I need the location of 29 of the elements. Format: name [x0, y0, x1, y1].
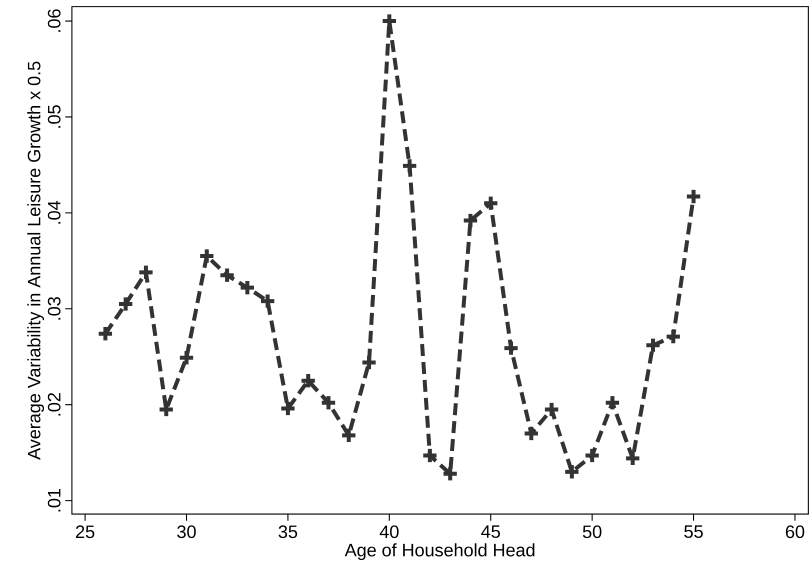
x-tick-label: 45 [481, 526, 500, 538]
y-axis-title: Average Variability in Annual Leisure Growth x 0.5 [27, 62, 44, 460]
point [502, 340, 520, 357]
point [664, 328, 682, 346]
y-tick-label: .05 [48, 105, 61, 128]
point [421, 447, 439, 464]
x-tick-label: 40 [380, 526, 399, 538]
point [684, 188, 702, 206]
y-tick-label: .01 [48, 489, 61, 512]
point [258, 292, 276, 310]
point [360, 354, 378, 372]
x-axis-title: Age of Household Head [344, 543, 534, 560]
point [198, 248, 216, 265]
y-tick-label: .02 [48, 393, 61, 416]
x-tick-label: 30 [177, 526, 196, 538]
point [117, 296, 134, 313]
point [279, 400, 297, 418]
x-tick-label: 50 [582, 526, 602, 538]
y-tick-label: .06 [48, 10, 61, 32]
point [583, 447, 601, 464]
x-tick-label: 25 [76, 526, 94, 538]
y-tick-label: .03 [48, 297, 61, 320]
point [542, 401, 560, 418]
x-tick-label: 55 [684, 526, 703, 538]
y-tick-label: .04 [48, 201, 61, 224]
point [522, 424, 540, 442]
point [462, 212, 480, 230]
x-tick-label: 35 [278, 526, 298, 538]
x-tick-label: 60 [786, 526, 804, 538]
